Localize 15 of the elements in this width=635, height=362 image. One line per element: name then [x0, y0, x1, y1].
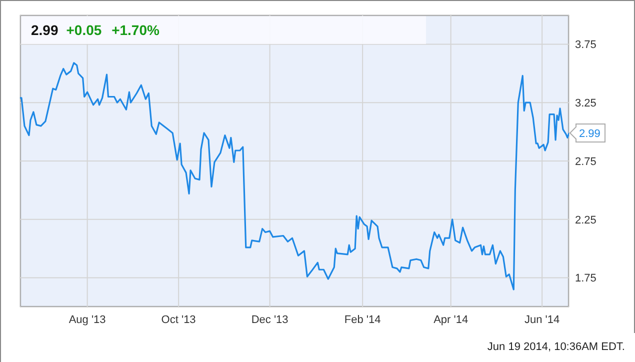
y-tick-label: 1.75: [575, 272, 596, 285]
y-tick-label: 2.25: [575, 214, 596, 226]
x-tick-label: Dec '13: [251, 314, 288, 326]
y-tick-label: 2.75: [575, 156, 596, 168]
y-tick-label: 3.25: [575, 98, 596, 110]
annotation: 2.99: [579, 128, 600, 140]
x-tick-label: Aug '13: [68, 314, 106, 326]
x-tick-label: Oct '13: [161, 314, 196, 326]
text: 2.99: [31, 22, 58, 38]
x-tick-label: Apr '14: [434, 314, 468, 326]
x-tick-label: Jun '14: [524, 314, 560, 326]
text: +0.05 +1.70%: [66, 22, 160, 38]
text: Jun 19 2014, 10:36AM EDT.: [487, 341, 625, 353]
y-tick-label: 3.75: [575, 39, 596, 52]
x-tick-label: Feb '14: [344, 314, 381, 326]
